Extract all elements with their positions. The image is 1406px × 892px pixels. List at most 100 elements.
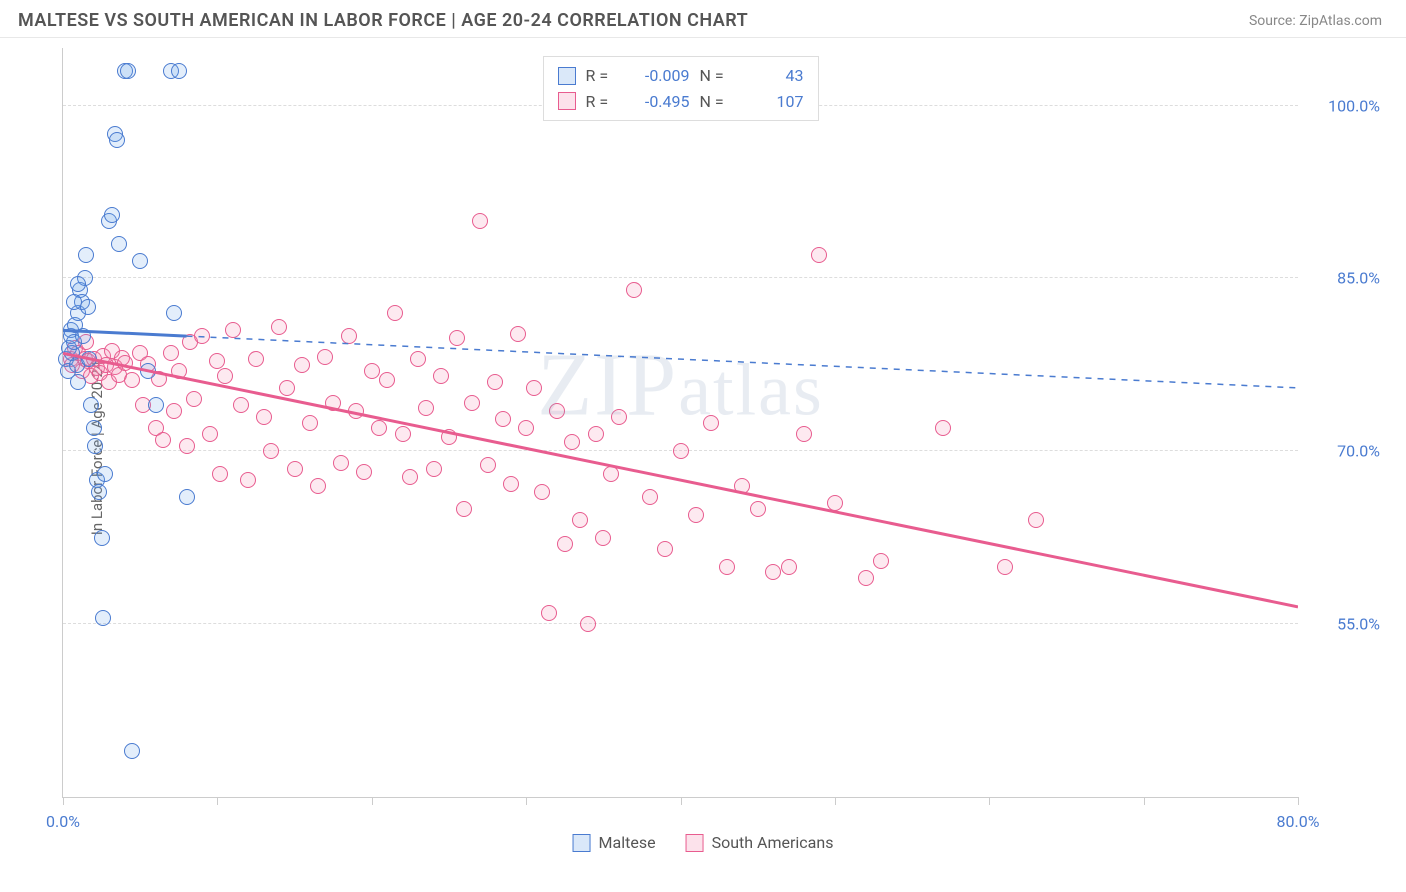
marker-south-american	[179, 438, 195, 454]
n-value-maltese: 43	[740, 63, 804, 89]
legend-row-sa: R = -0.495 N = 107	[558, 89, 804, 115]
marker-maltese	[171, 63, 187, 79]
marker-south-american	[580, 616, 596, 632]
ytick-label: 85.0%	[1306, 269, 1380, 288]
marker-south-american	[765, 564, 781, 580]
xtick	[372, 797, 373, 805]
n-label: N =	[700, 63, 730, 89]
marker-south-american	[464, 395, 480, 411]
marker-maltese	[179, 489, 195, 505]
ytick-label: 70.0%	[1306, 442, 1380, 461]
marker-south-american	[387, 305, 403, 321]
xtick	[989, 797, 990, 805]
marker-south-american	[611, 409, 627, 425]
r-value-sa: -0.495	[626, 89, 690, 115]
marker-south-american	[163, 345, 179, 361]
marker-south-american	[402, 469, 418, 485]
legend-swatch-sa-icon	[686, 834, 704, 852]
marker-south-american	[256, 409, 272, 425]
marker-south-american	[271, 319, 287, 335]
marker-south-american	[510, 326, 526, 342]
xtick	[63, 797, 64, 805]
marker-maltese	[166, 305, 182, 321]
r-value-maltese: -0.009	[626, 63, 690, 89]
marker-south-american	[935, 420, 951, 436]
r-label: R =	[586, 63, 616, 89]
marker-south-american	[212, 466, 228, 482]
marker-maltese	[148, 397, 164, 413]
marker-south-american	[325, 395, 341, 411]
marker-maltese	[70, 276, 86, 292]
gridline-h	[63, 623, 1298, 624]
marker-south-american	[518, 420, 534, 436]
xtick-label: 0.0%	[46, 812, 80, 831]
marker-south-american	[194, 328, 210, 344]
n-label: N =	[700, 89, 730, 115]
marker-south-american	[124, 372, 140, 388]
marker-south-american	[564, 434, 580, 450]
xtick-label: 80.0%	[1277, 812, 1320, 831]
marker-south-american	[418, 400, 434, 416]
xtick	[835, 797, 836, 805]
marker-south-american	[858, 570, 874, 586]
xtick	[1144, 797, 1145, 805]
marker-south-american	[155, 432, 171, 448]
marker-maltese	[78, 247, 94, 263]
legend-label-sa: South Americans	[712, 833, 834, 852]
marker-south-american	[541, 605, 557, 621]
watermark: ZIPatlas	[537, 334, 824, 437]
marker-maltese	[70, 374, 86, 390]
marker-south-american	[348, 403, 364, 419]
marker-south-american	[202, 426, 218, 442]
marker-maltese	[91, 484, 107, 500]
ytick-label: 55.0%	[1306, 615, 1380, 634]
marker-maltese	[86, 420, 102, 436]
marker-south-american	[433, 368, 449, 384]
marker-south-american	[642, 489, 658, 505]
marker-maltese	[83, 397, 99, 413]
marker-south-american	[317, 349, 333, 365]
legend-swatch-maltese	[558, 67, 576, 85]
marker-south-american	[364, 363, 380, 379]
marker-south-american	[827, 495, 843, 511]
marker-south-american	[472, 213, 488, 229]
marker-south-american	[719, 559, 735, 575]
marker-maltese	[97, 466, 113, 482]
marker-maltese	[87, 438, 103, 454]
marker-south-american	[171, 363, 187, 379]
trend-lines	[63, 48, 1298, 797]
marker-south-american	[495, 411, 511, 427]
marker-south-american	[395, 426, 411, 442]
marker-maltese	[109, 132, 125, 148]
series-legend: Maltese South Americans	[573, 833, 834, 852]
xtick	[1298, 797, 1299, 805]
marker-south-american	[117, 355, 133, 371]
marker-south-american	[209, 353, 225, 369]
marker-south-american	[233, 397, 249, 413]
marker-south-american	[703, 415, 719, 431]
marker-maltese	[94, 530, 110, 546]
marker-maltese	[66, 294, 82, 310]
marker-maltese	[120, 63, 136, 79]
marker-south-american	[279, 380, 295, 396]
marker-south-american	[588, 426, 604, 442]
marker-maltese	[111, 236, 127, 252]
marker-south-american	[873, 553, 889, 569]
marker-south-american	[371, 420, 387, 436]
marker-maltese	[81, 351, 97, 367]
marker-south-american	[441, 429, 457, 445]
marker-south-american	[225, 322, 241, 338]
xtick	[526, 797, 527, 805]
source-label: Source: ZipAtlas.com	[1249, 13, 1382, 29]
marker-maltese	[140, 363, 156, 379]
marker-maltese	[80, 299, 96, 315]
ytick-label: 100.0%	[1306, 96, 1380, 115]
marker-south-american	[449, 330, 465, 346]
gridline-h	[63, 277, 1298, 278]
marker-south-american	[1028, 512, 1044, 528]
marker-south-american	[248, 351, 264, 367]
marker-south-american	[294, 357, 310, 373]
chart-area: In Labor Force | Age 20-24 ZIPatlas R = …	[18, 38, 1388, 858]
marker-south-american	[603, 466, 619, 482]
chart-title: MALTESE VS SOUTH AMERICAN IN LABOR FORCE…	[18, 10, 748, 31]
